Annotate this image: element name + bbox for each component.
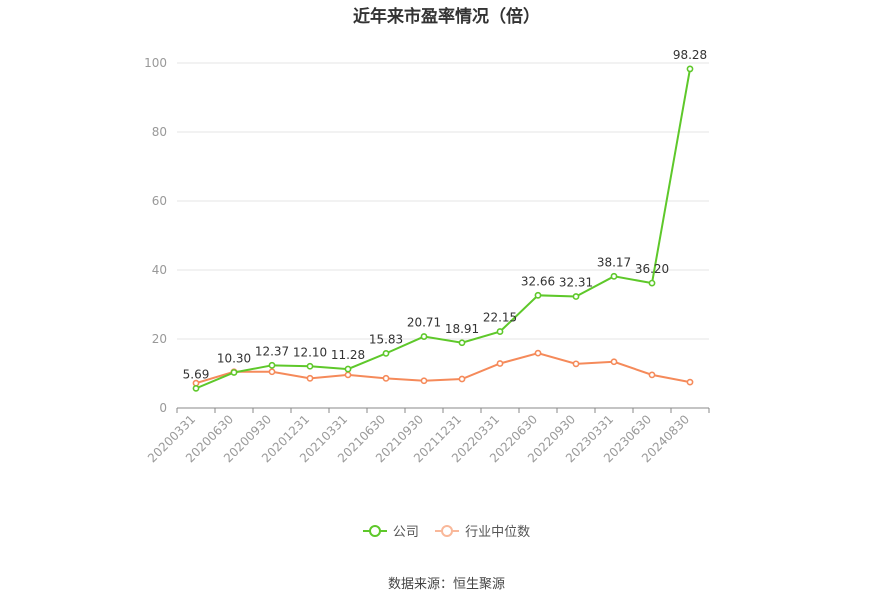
data-label: 20.71 [407,316,441,330]
data-point [686,65,694,73]
data-label: 32.31 [559,276,593,290]
y-tick-label: 40 [152,263,167,277]
data-point [572,360,580,368]
data-label: 5.69 [183,367,210,381]
legend-marker-company [362,524,387,537]
data-point [268,361,276,369]
series-line-1 [195,352,691,385]
data-point [192,384,200,392]
legend: 公司 行业中位数 [0,521,893,541]
y-tick-label: 100 [144,56,167,70]
legend-item-industry-median[interactable]: 行业中位数 [435,521,530,540]
data-point [268,368,276,376]
data-point [344,365,352,373]
data-label: 10.30 [217,351,251,365]
chart-title: 近年来市盈率情况（倍） [353,7,540,27]
series-line-0 [195,68,691,390]
y-tick-label: 60 [152,194,167,208]
data-point [458,375,466,383]
data-point [344,371,352,379]
legend-label-industry-median: 行业中位数 [465,525,531,540]
data-label: 11.28 [331,348,365,362]
data-label: 18.91 [445,322,479,336]
data-label: 15.83 [369,332,403,346]
data-point [306,374,314,382]
y-tick-label: 80 [152,125,167,139]
legend-item-company[interactable]: 公司 [362,521,419,540]
data-point [534,349,542,357]
data-point [382,374,390,382]
data-point [648,371,656,379]
data-point [496,328,504,335]
data-point [610,272,618,280]
data-point [648,279,656,287]
data-point [230,369,238,376]
data-point [686,378,694,386]
data-point [610,358,618,366]
data-label: 12.37 [255,344,289,358]
data-point [420,333,428,340]
data-label: 98.28 [673,48,707,62]
y-tick-label: 0 [159,401,167,415]
data-point [572,293,580,300]
data-point [534,291,542,299]
data-source: 数据来源：恒生聚源 [387,577,505,592]
data-point [382,349,390,357]
data-label: 12.10 [293,345,327,359]
data-label: 22.15 [483,311,517,325]
data-point [420,377,428,385]
data-label: 36.20 [635,262,669,276]
legend-marker-industry-median [435,524,460,537]
data-label: 38.17 [597,255,631,269]
data-point [496,360,504,367]
y-tick-label: 20 [152,332,167,346]
data-point [306,362,314,370]
data-point [458,339,466,347]
data-label: 32.66 [521,274,555,288]
legend-label-company: 公司 [392,525,419,540]
